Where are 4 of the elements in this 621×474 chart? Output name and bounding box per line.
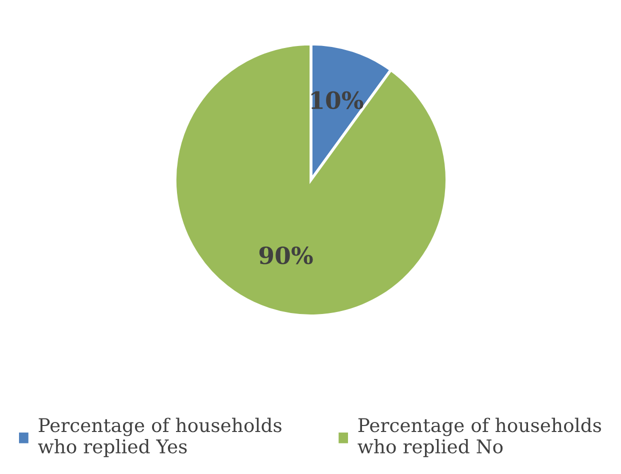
- legend-label: Percentage of households who replied No: [358, 418, 602, 458]
- legend-label: Percentage of households who replied Yes: [38, 418, 282, 458]
- data-label: 90%: [259, 246, 313, 264]
- pie-slice: [174, 42, 448, 318]
